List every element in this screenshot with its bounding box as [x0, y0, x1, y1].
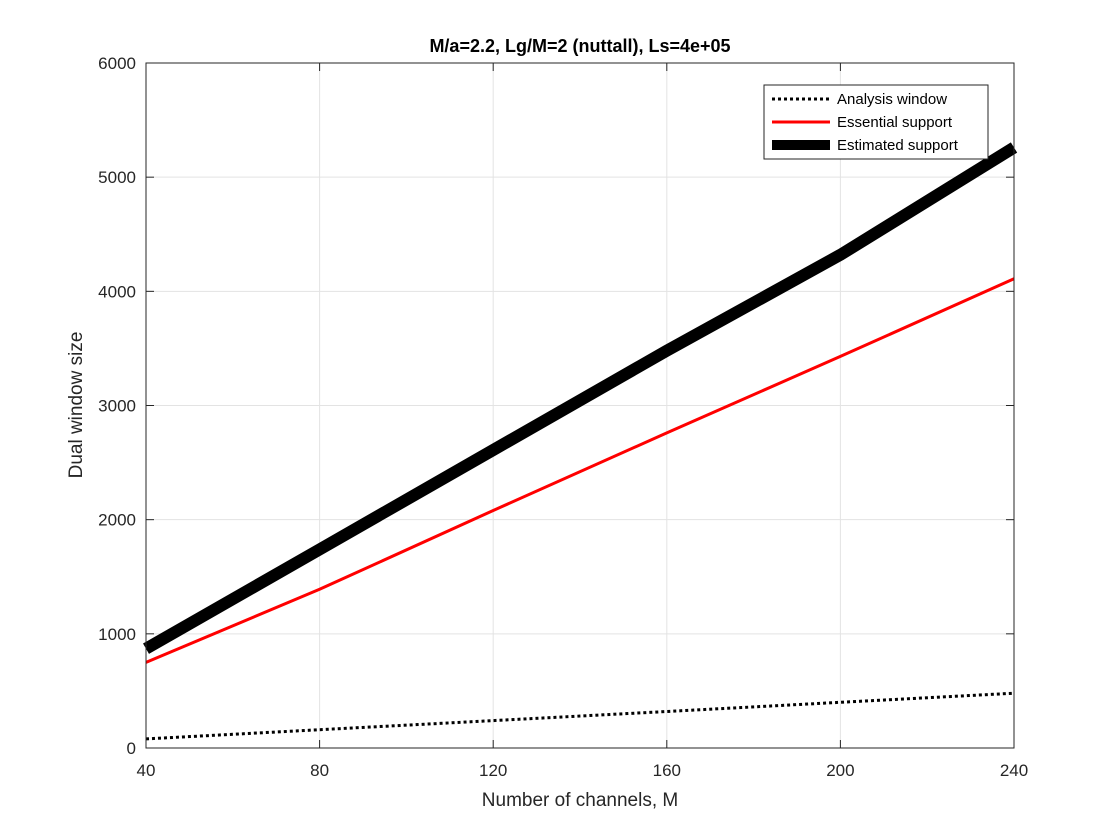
- series-line-essential-support: [145, 277, 1015, 664]
- legend: Analysis window Essential support Estima…: [763, 84, 989, 160]
- chart-title: M/a=2.2, Lg/M=2 (nuttall), Ls=4e+05: [429, 36, 730, 56]
- x-tick-label: 160: [653, 761, 681, 780]
- series-lines: [143, 142, 1018, 741]
- x-tick-label: 40: [137, 761, 156, 780]
- axis-ticks: 40 80 120 160 200 240 0 1000 2000 3000 4000 5000 600…: [98, 54, 1028, 780]
- legend-label-estimated-support: Estimated support: [837, 137, 959, 154]
- legend-label-essential-support: Essential support: [837, 114, 953, 131]
- x-tick-label: 80: [310, 761, 329, 780]
- x-axis-label: Number of channels, M: [482, 790, 678, 811]
- legend-label-analysis-window: Analysis window: [837, 91, 947, 108]
- y-tick-label: 5000: [98, 168, 136, 187]
- x-tick-label: 120: [479, 761, 507, 780]
- y-tick-label: 2000: [98, 511, 136, 530]
- y-tick-label: 3000: [98, 397, 136, 416]
- y-axis-label: Dual window size: [66, 332, 87, 479]
- series-line-analysis-window: [145, 691, 1015, 741]
- y-tick-label: 6000: [98, 54, 136, 73]
- y-tick-label: 1000: [98, 625, 136, 644]
- series-line-estimated-support: [143, 142, 1018, 654]
- y-tick-label: 4000: [98, 282, 136, 301]
- x-tick-label: 240: [1000, 761, 1028, 780]
- x-tick-label: 200: [826, 761, 854, 780]
- y-tick-label: 0: [127, 739, 136, 758]
